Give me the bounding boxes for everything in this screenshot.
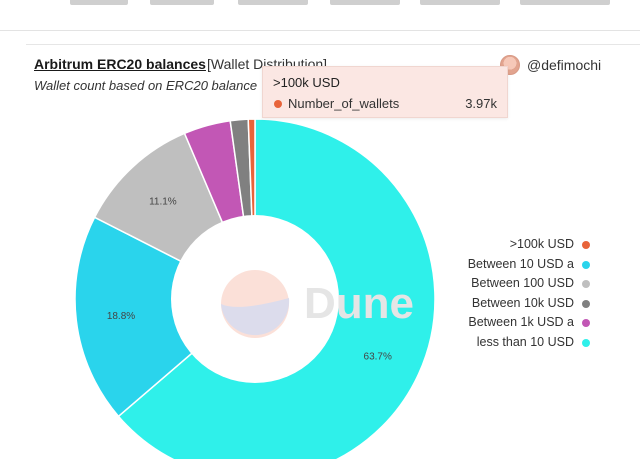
legend-label: Between 1k USD a: [468, 315, 574, 330]
chart-subtitle: Wallet count based on ERC20 balance: [34, 78, 258, 93]
legend-label: Between 10 USD a: [467, 256, 574, 271]
chart-tooltip: >100k USD Number_of_wallets 3.97k: [262, 66, 508, 118]
author-badge[interactable]: @defimochi: [500, 54, 640, 76]
toolbar-item: [420, 0, 500, 5]
top-toolbar-strip: [0, 0, 640, 31]
legend-label: >100k USD: [509, 237, 574, 251]
slice-data-label: 63.7%: [364, 351, 392, 362]
dune-logo-icon: [221, 270, 290, 338]
legend-item[interactable]: Between 10 USD a: [440, 256, 592, 276]
legend-item[interactable]: >100k USD: [440, 236, 592, 256]
legend-color-dot: [582, 319, 590, 328]
toolbar-item: [520, 0, 610, 5]
toolbar-item: [70, 0, 128, 5]
tooltip-series-dot: [274, 100, 282, 108]
legend-item[interactable]: Between 100 USD: [440, 275, 592, 295]
chart-legend: >100k USD Between 10 USD a Between 100 USD…: [440, 236, 592, 354]
legend-label: Between 100 USD: [471, 276, 574, 291]
legend-item[interactable]: Between 1k USD a: [440, 314, 592, 334]
donut-slice[interactable]: [74, 216, 257, 418]
toolbar-item: [330, 0, 400, 5]
legend-color-dot: [582, 260, 590, 269]
tooltip-series-label: Number_of_wallets: [288, 96, 400, 111]
legend-color-dot: [582, 338, 590, 347]
chart-title-link[interactable]: Arbitrum ERC20 balances: [34, 56, 206, 72]
legend-label: less than 10 USD: [476, 334, 574, 349]
tooltip-title: >100k USD: [273, 75, 340, 90]
tooltip-value: 3.97k: [465, 96, 497, 111]
legend-item[interactable]: less than 10 USD: [440, 334, 592, 354]
legend-color-dot: [582, 241, 590, 249]
slice-data-label: 18.8%: [107, 311, 135, 322]
author-name[interactable]: @defimochi: [527, 57, 602, 73]
legend-color-dot: [582, 280, 590, 289]
dune-watermark-text: Dune: [304, 279, 414, 328]
toolbar-item: [238, 0, 308, 5]
toolbar-item: [150, 0, 214, 5]
slice-data-label: 11.1%: [149, 196, 177, 207]
legend-color-dot: [582, 299, 590, 308]
legend-item[interactable]: Between 10k USD: [440, 295, 592, 315]
legend-label: Between 10k USD: [471, 295, 574, 310]
